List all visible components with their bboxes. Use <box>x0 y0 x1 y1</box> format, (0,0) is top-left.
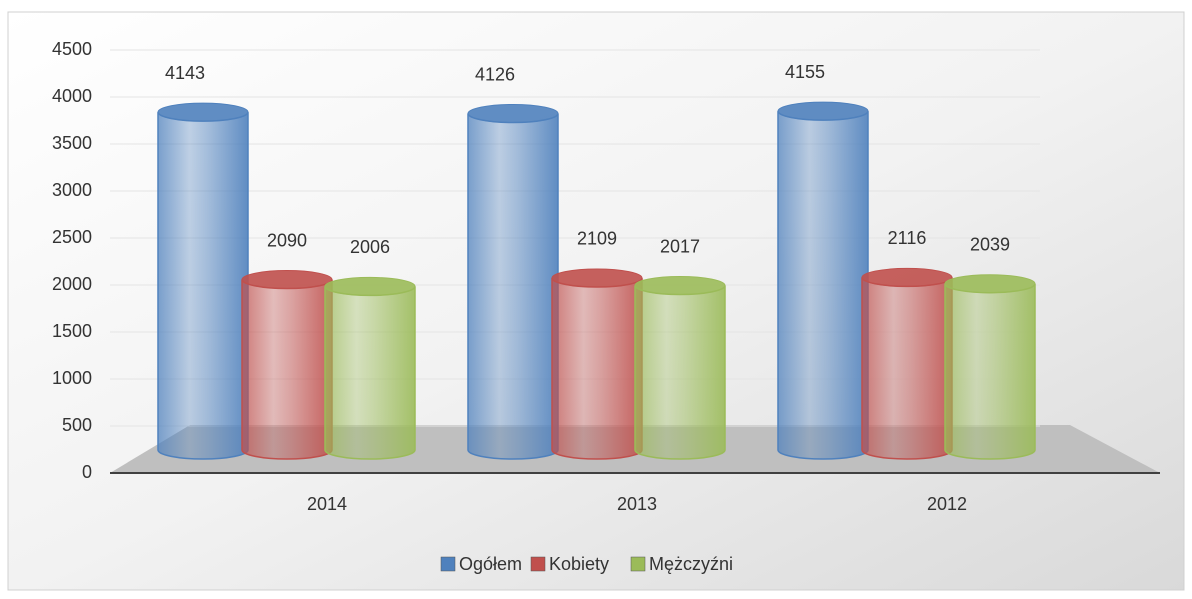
y-tick-label: 4500 <box>52 39 92 59</box>
legend-label: Kobiety <box>549 554 609 574</box>
bar-top <box>777 101 869 121</box>
bar <box>467 113 559 460</box>
y-tick-label: 1500 <box>52 321 92 341</box>
y-tick-label: 2500 <box>52 227 92 247</box>
legend-swatch <box>440 556 456 572</box>
data-label: 2017 <box>660 236 700 256</box>
bar-top <box>157 102 249 122</box>
y-tick-label: 0 <box>82 462 92 482</box>
legend-swatch <box>530 556 546 572</box>
bar <box>324 286 416 460</box>
x-tick-label: 2012 <box>927 494 967 514</box>
y-tick-label: 3500 <box>52 133 92 153</box>
plot: 4143 4126 4155 2090 2109 2116 2006 2017 2039 <box>110 49 1040 460</box>
bar-top <box>551 268 643 288</box>
bar-top <box>634 276 726 296</box>
bar <box>634 285 726 460</box>
legend-label: Mężczyźni <box>649 554 733 574</box>
y-tick-label: 2000 <box>52 274 92 294</box>
data-label: 2039 <box>970 234 1010 254</box>
y-tick-label: 3000 <box>52 180 92 200</box>
bar <box>551 277 643 460</box>
bar-top <box>861 267 953 287</box>
data-label: 4126 <box>475 64 515 84</box>
bar <box>861 277 953 460</box>
data-label: 2109 <box>577 229 617 249</box>
data-label: 2006 <box>350 237 390 257</box>
data-label: 4155 <box>785 62 825 82</box>
y-tick-label: 4000 <box>52 86 92 106</box>
bar-top <box>324 276 416 296</box>
y-tick-label: 1000 <box>52 368 92 388</box>
bar <box>157 111 249 460</box>
legend: Ogółem Kobiety Mężczyźni <box>440 554 733 574</box>
data-label: 2116 <box>888 228 927 248</box>
x-tick-label: 2014 <box>307 494 347 514</box>
legend-swatch <box>630 556 646 572</box>
bar-top <box>467 104 559 124</box>
x-tick-label: 2013 <box>617 494 657 514</box>
legend-label: Ogółem <box>459 554 522 574</box>
bar-top <box>241 270 333 290</box>
y-tick-label: 500 <box>62 415 92 435</box>
bar-top <box>944 274 1036 294</box>
bar <box>777 110 869 460</box>
bar <box>241 279 333 460</box>
data-label: 2090 <box>267 230 307 250</box>
bar <box>944 283 1036 460</box>
data-label: 4143 <box>165 63 205 83</box>
